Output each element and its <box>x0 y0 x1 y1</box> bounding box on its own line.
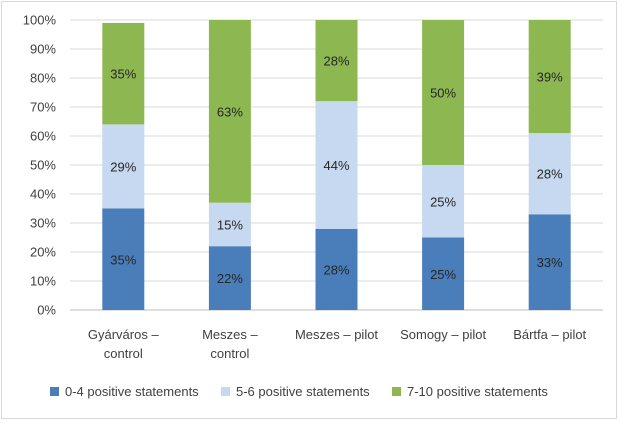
bar-segment <box>422 165 465 238</box>
bar-segment <box>102 208 145 310</box>
bar-segment <box>102 124 145 209</box>
chart-frame: 0% 10% 20% 30% 40% 50% 60% 70% 80% 90% 100% 35% 29% 3… <box>1 1 617 419</box>
data-label: 29% <box>110 159 136 174</box>
legend-swatch <box>50 387 59 396</box>
data-label: 35% <box>110 67 136 82</box>
data-label: 28% <box>537 167 563 182</box>
bar-segment <box>422 20 465 165</box>
x-tick-label: control <box>104 346 143 361</box>
bar-segment <box>528 20 571 134</box>
bar-segment <box>528 133 571 215</box>
stacked-bar-chart: 0% 10% 20% 30% 40% 50% 60% 70% 80% 90% 100% 35% 29% 3… <box>23 13 603 399</box>
data-label: 15% <box>217 217 243 232</box>
data-label: 25% <box>430 194 456 209</box>
data-label: 28% <box>323 54 349 69</box>
data-label: 44% <box>323 158 349 173</box>
bar-segment <box>315 20 358 102</box>
bar-segment <box>208 20 251 203</box>
bar-segment <box>102 22 145 125</box>
data-label: 28% <box>323 262 349 277</box>
data-label: 63% <box>217 104 243 119</box>
y-tick-label: 50% <box>30 158 56 173</box>
y-tick-label: 20% <box>30 245 56 260</box>
legend-label: 7-10 positive statements <box>407 384 548 399</box>
y-tick-label: 60% <box>30 129 56 144</box>
x-tick-label: Meszes – pilot <box>295 327 378 342</box>
y-tick-label: 0% <box>37 303 56 318</box>
x-tick-label: Gyárváros – <box>88 327 160 342</box>
bar-segment <box>422 237 465 310</box>
y-tick-label: 90% <box>30 42 56 57</box>
legend-label: 0-4 positive statements <box>65 384 199 399</box>
x-tick-label: Somogy – pilot <box>400 327 486 342</box>
data-label: 35% <box>110 252 136 267</box>
bar-segment <box>315 101 358 229</box>
x-tick-label: Meszes – <box>202 327 258 342</box>
bar-segment <box>528 214 571 310</box>
y-tick-label: 30% <box>30 216 56 231</box>
y-tick-label: 40% <box>30 187 56 202</box>
x-tick-label: Bártfa – pilot <box>513 327 586 342</box>
data-label: 39% <box>537 70 563 85</box>
y-tick-label: 80% <box>30 71 56 86</box>
bar-segment <box>315 228 358 310</box>
data-label: 50% <box>430 86 456 101</box>
data-label: 22% <box>217 271 243 286</box>
y-tick-label: 10% <box>30 274 56 289</box>
data-label: 25% <box>430 267 456 282</box>
legend-label: 5-6 positive statements <box>236 384 370 399</box>
bar-segment <box>208 246 251 310</box>
y-tick-label: 100% <box>23 13 57 28</box>
data-label: 33% <box>537 255 563 270</box>
y-tick-label: 70% <box>30 100 56 115</box>
legend-swatch <box>221 387 230 396</box>
x-tick-label: control <box>210 346 249 361</box>
bar-segment <box>208 202 251 247</box>
legend-swatch <box>392 387 401 396</box>
